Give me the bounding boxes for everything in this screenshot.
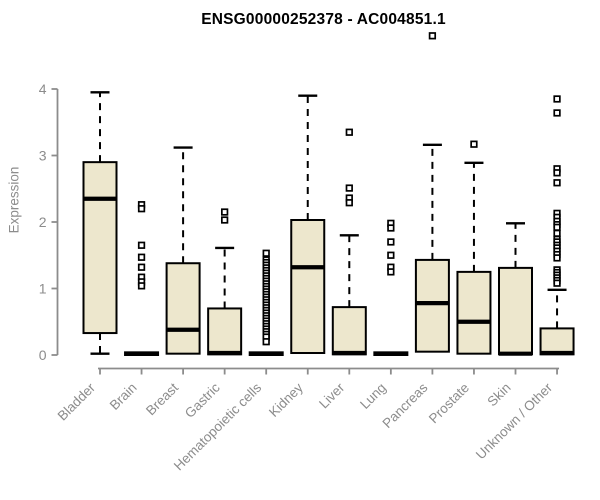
outlier-point bbox=[137, 253, 146, 261]
x-category-label: Skin bbox=[484, 380, 513, 409]
outlier-point bbox=[387, 224, 395, 232]
box-group-pancreas bbox=[414, 32, 450, 353]
box-group-brain bbox=[124, 201, 160, 356]
outlier-point bbox=[345, 128, 353, 136]
iqr-box bbox=[331, 306, 367, 356]
box-group-kidney bbox=[290, 94, 326, 355]
x-category-label: Breast bbox=[143, 380, 181, 418]
y-tick-label: 1 bbox=[39, 281, 47, 297]
x-category-label: Liver bbox=[316, 380, 348, 412]
x-category-label: Unknown / Other bbox=[473, 380, 556, 463]
y-tick-label: 3 bbox=[39, 148, 47, 164]
outlier-point bbox=[137, 282, 146, 290]
y-axis: 0 1 2 3 4 bbox=[39, 81, 59, 363]
outlier-point bbox=[470, 140, 478, 148]
iqr-box bbox=[498, 266, 533, 356]
iqr-box bbox=[82, 161, 118, 335]
y-tick-label: 4 bbox=[39, 81, 47, 97]
outlier-point bbox=[553, 229, 561, 237]
outlier-point bbox=[553, 279, 561, 287]
outlier-point bbox=[387, 268, 395, 276]
outlier-point bbox=[137, 205, 146, 213]
y-tick-label: 0 bbox=[39, 347, 47, 363]
chart-title: ENSG00000252378 - AC004851.1 bbox=[201, 11, 446, 28]
box-group-lung bbox=[373, 219, 409, 356]
box-group-unknown-other bbox=[539, 95, 575, 356]
iqr-box bbox=[539, 327, 575, 356]
box-group-gastric bbox=[207, 208, 243, 356]
y-tick-label: 2 bbox=[39, 214, 47, 230]
outlier-point bbox=[262, 338, 270, 346]
iqr-box bbox=[290, 219, 326, 355]
outlier-point bbox=[553, 95, 561, 103]
box-group-prostate bbox=[456, 140, 492, 355]
iqr-box bbox=[456, 270, 492, 355]
outlier-point bbox=[137, 263, 146, 271]
x-category-label: Pancreas bbox=[380, 380, 431, 431]
outlier-point bbox=[262, 249, 270, 257]
outlier-point bbox=[387, 251, 395, 259]
outlier-point bbox=[553, 169, 561, 177]
outlier-point bbox=[137, 241, 146, 249]
box-group-bladder bbox=[82, 91, 118, 355]
box-group-liver bbox=[331, 128, 367, 356]
box-group-breast bbox=[165, 146, 201, 355]
outlier-point bbox=[345, 184, 353, 192]
box-group-skin bbox=[498, 222, 533, 356]
outlier-point bbox=[553, 254, 561, 262]
outlier-point bbox=[345, 199, 353, 207]
iqr-box bbox=[165, 262, 201, 355]
x-category-label: Bladder bbox=[55, 380, 99, 424]
x-category-label: Brain bbox=[107, 380, 140, 413]
outlier-point bbox=[221, 216, 229, 224]
x-category-label: Kidney bbox=[266, 380, 306, 420]
outlier-point bbox=[428, 32, 437, 40]
x-category-label: Gastric bbox=[182, 380, 223, 421]
outlier-point bbox=[387, 238, 395, 246]
x-category-label: Prostate bbox=[426, 380, 472, 426]
outlier-point bbox=[553, 223, 561, 231]
outlier-point bbox=[553, 109, 561, 117]
iqr-box bbox=[207, 307, 243, 356]
box-group-hematopoietic-cells bbox=[248, 249, 284, 356]
outlier-point bbox=[553, 179, 561, 187]
outlier-point bbox=[221, 208, 229, 216]
iqr-box bbox=[414, 258, 450, 353]
x-category-label: Lung bbox=[357, 380, 389, 412]
